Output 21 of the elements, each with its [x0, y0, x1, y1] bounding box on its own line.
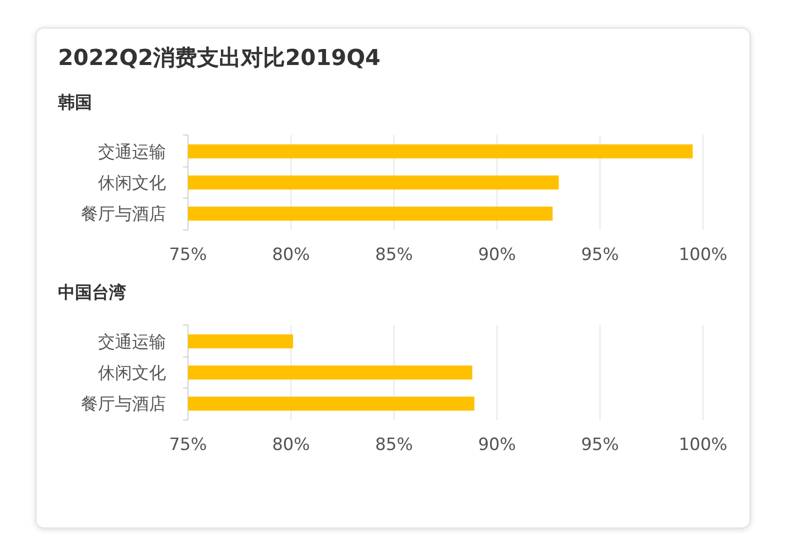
chart-title: 2022Q2消费支出对比2019Q4 — [58, 46, 380, 71]
y-tick-label: 休闲文化 — [98, 363, 166, 384]
x-tick-label: 100% — [678, 245, 728, 265]
y-tick-label: 交通运输 — [98, 332, 166, 352]
y-tick-label: 交通运输 — [98, 142, 166, 162]
x-tick-label: 80% — [272, 435, 310, 455]
x-tick-label: 80% — [272, 245, 310, 265]
x-tick-label: 100% — [678, 435, 728, 455]
x-tick-label: 95% — [581, 245, 619, 265]
x-tick-label: 75% — [169, 435, 207, 455]
y-tick-label: 餐厅与酒店 — [81, 394, 166, 415]
x-tick-label: 85% — [375, 435, 413, 455]
chart-subtitle: 中国台湾 — [58, 283, 126, 303]
y-tick-label: 休闲文化 — [98, 173, 166, 194]
x-tick-label: 85% — [375, 245, 413, 265]
x-tick-label: 90% — [478, 245, 516, 265]
chart-subtitle: 韩国 — [57, 93, 92, 113]
y-tick-label: 餐厅与酒店 — [81, 204, 166, 225]
x-tick-label: 90% — [478, 435, 516, 455]
x-tick-label: 75% — [169, 245, 207, 265]
x-tick-label: 95% — [581, 435, 619, 455]
